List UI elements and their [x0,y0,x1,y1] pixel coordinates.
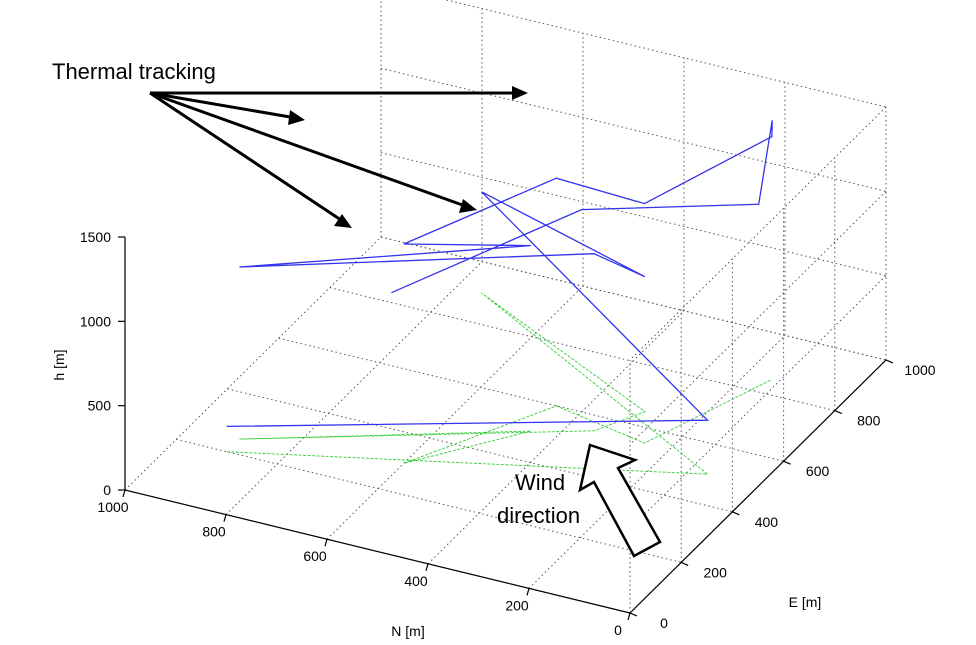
grid-line [380,236,887,361]
series-line-ground-projection [226,292,773,475]
y-axis-line [629,359,887,614]
grid-line [227,388,733,513]
wind-direction-arrow-icon [578,443,662,558]
y-tick-mark [885,359,894,364]
annotation-thermal-tracking: Thermal tracking [52,59,216,84]
y-tick-mark [680,561,689,566]
grid-line [278,337,784,462]
z-tick-label: 1500 [80,229,111,245]
x-tick-label: 0 [614,622,622,638]
flight-path-series [226,120,773,428]
x-tick-mark [425,563,429,571]
grid-line [225,261,483,515]
grid-line [427,310,685,565]
x-tick-mark [627,612,631,621]
x-tick-mark [324,539,328,547]
y-tick-label: 800 [857,413,881,429]
y-tick-label: 1000 [904,362,935,378]
y-tick-label: 400 [755,514,779,530]
grid-line [329,287,835,412]
x-axis-line [124,489,631,614]
grid-line [176,438,682,563]
grid-line [629,190,887,445]
grid-line [380,67,887,192]
grid-line [444,0,887,108]
y-tick-mark [834,410,843,415]
annotation-arrows [149,86,528,228]
y-tick-mark [732,511,740,516]
annotation-wind: Wind [515,470,565,495]
x-tick-label: 800 [202,524,226,540]
x-tick-label: 400 [404,573,428,589]
z-tick-label: 1000 [80,313,111,329]
y-tick-mark [783,460,791,465]
grid-line [326,285,584,540]
z-axis-label: h [m] [51,349,67,380]
x-tick-mark [122,489,126,498]
x-tick-label: 200 [505,597,529,613]
grid-line [528,335,786,589]
y-tick-mark [629,612,638,617]
tick-labels: 0200400600800100002004006008001000050010… [80,229,936,638]
grid-line [629,106,887,361]
x-tick-label: 600 [303,548,327,564]
z-tick-label: 0 [103,482,111,498]
x-tick-mark [526,588,530,596]
ground-projection-series [226,292,773,475]
annotations: Thermal tracking Wind direction [52,59,662,558]
z-tick-label: 500 [88,398,112,414]
x-tick-mark [223,514,227,522]
x-tick-label: 1000 [97,499,128,515]
series-line-flight-path [226,120,773,428]
annotation-direction: direction [497,503,580,528]
grid-line [124,236,382,491]
y-axis-label: E [m] [789,594,822,610]
grid-line [629,275,887,530]
y-tick-label: 600 [806,463,830,479]
y-tick-label: 0 [660,615,668,631]
axes [118,236,894,621]
grid-line [380,152,887,277]
x-axis-label: N [m] [391,623,424,639]
y-tick-label: 200 [704,564,728,580]
